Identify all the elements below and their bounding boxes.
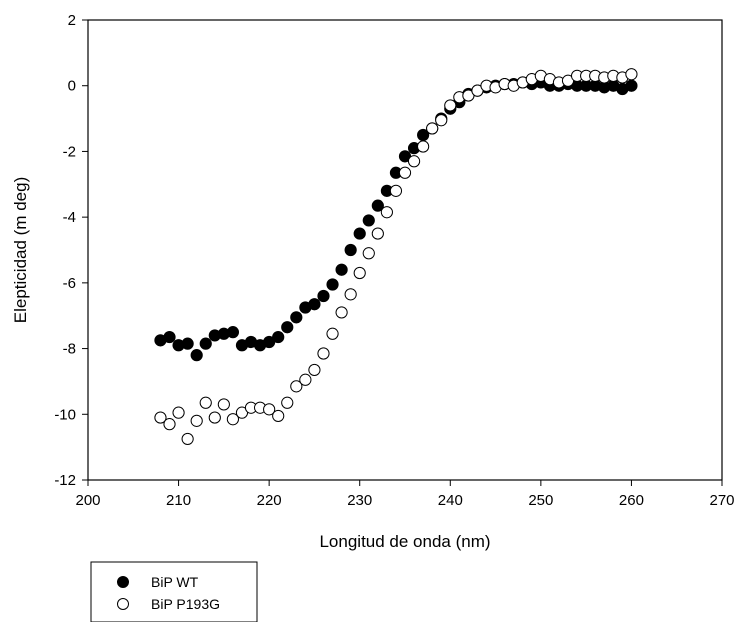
data-point (444, 99, 457, 112)
data-point (407, 155, 421, 168)
data-point (190, 414, 203, 427)
series-bip-p193g (154, 68, 638, 446)
data-point (435, 114, 448, 127)
data-point (625, 68, 638, 81)
data-point (625, 79, 638, 92)
data-point (226, 326, 240, 339)
data-point (326, 278, 339, 291)
data-point (163, 418, 176, 431)
data-point (353, 227, 366, 240)
data-point (199, 396, 212, 409)
data-point (299, 373, 312, 386)
data-point (389, 184, 403, 197)
legend-label-bip-wt: BiP WT (151, 574, 199, 590)
data-point (199, 337, 212, 350)
data-point (272, 330, 285, 344)
data-point (263, 403, 276, 416)
data-point (281, 396, 294, 409)
data-point (190, 349, 203, 362)
y-tick-label: 2 (68, 12, 76, 29)
legend-marker-bip-wt (117, 576, 129, 588)
legend-label-bip-p193g: BiP P193G (151, 596, 220, 612)
x-axis-title: Longitud de onda (nm) (319, 532, 490, 551)
y-tick-label: -8 (63, 341, 76, 358)
data-point (326, 327, 339, 340)
data-point (353, 266, 366, 280)
data-point (217, 398, 230, 411)
data-point (317, 347, 330, 360)
x-tick-label: 230 (347, 492, 372, 509)
data-point (163, 330, 176, 344)
data-point (362, 247, 375, 260)
data-point (317, 289, 330, 303)
data-point (181, 432, 194, 446)
x-tick-label: 220 (257, 492, 282, 509)
data-point (371, 199, 384, 212)
y-tick-label: -2 (63, 143, 76, 160)
y-axis-ticks: 2 0 -2 -4 -6 -8 -10 -12 (54, 12, 88, 489)
data-point (290, 380, 303, 393)
plot-frame (87, 19, 723, 481)
data-point (172, 406, 185, 419)
x-axis-ticks: 200 210 220 230 240 250 260 270 (75, 480, 735, 509)
data-point (308, 363, 321, 377)
data-point (344, 288, 357, 301)
y-tick-label: -10 (54, 406, 76, 423)
data-point (308, 298, 321, 311)
data-series-layer (154, 68, 638, 446)
data-point (281, 321, 294, 334)
data-point (154, 411, 167, 424)
y-tick-label: 0 (68, 78, 76, 95)
x-tick-label: 250 (528, 492, 553, 509)
data-point (272, 409, 285, 423)
y-tick-label: -6 (63, 275, 76, 292)
data-point (335, 263, 348, 276)
y-axis-title: Elepticidad (m deg) (11, 177, 30, 323)
x-tick-label: 270 (709, 492, 734, 509)
data-point (344, 243, 357, 257)
data-point (208, 411, 221, 424)
legend-marker-bip-p193g (117, 598, 129, 610)
x-tick-label: 200 (75, 492, 100, 509)
data-point (371, 227, 384, 240)
legend-box (90, 561, 258, 622)
data-point (362, 214, 375, 227)
data-point (417, 140, 430, 153)
y-tick-label: -12 (54, 472, 76, 489)
data-point (290, 311, 303, 324)
data-point (380, 206, 393, 219)
y-tick-label: -4 (63, 209, 76, 226)
data-point (398, 166, 412, 179)
x-tick-label: 210 (166, 492, 191, 509)
data-point (226, 413, 240, 426)
legend: BiP WT BiP P193G (90, 561, 258, 622)
x-tick-label: 260 (619, 492, 644, 509)
data-point (335, 306, 348, 319)
data-point (181, 337, 194, 350)
x-tick-label: 240 (438, 492, 463, 509)
data-point (426, 122, 439, 135)
